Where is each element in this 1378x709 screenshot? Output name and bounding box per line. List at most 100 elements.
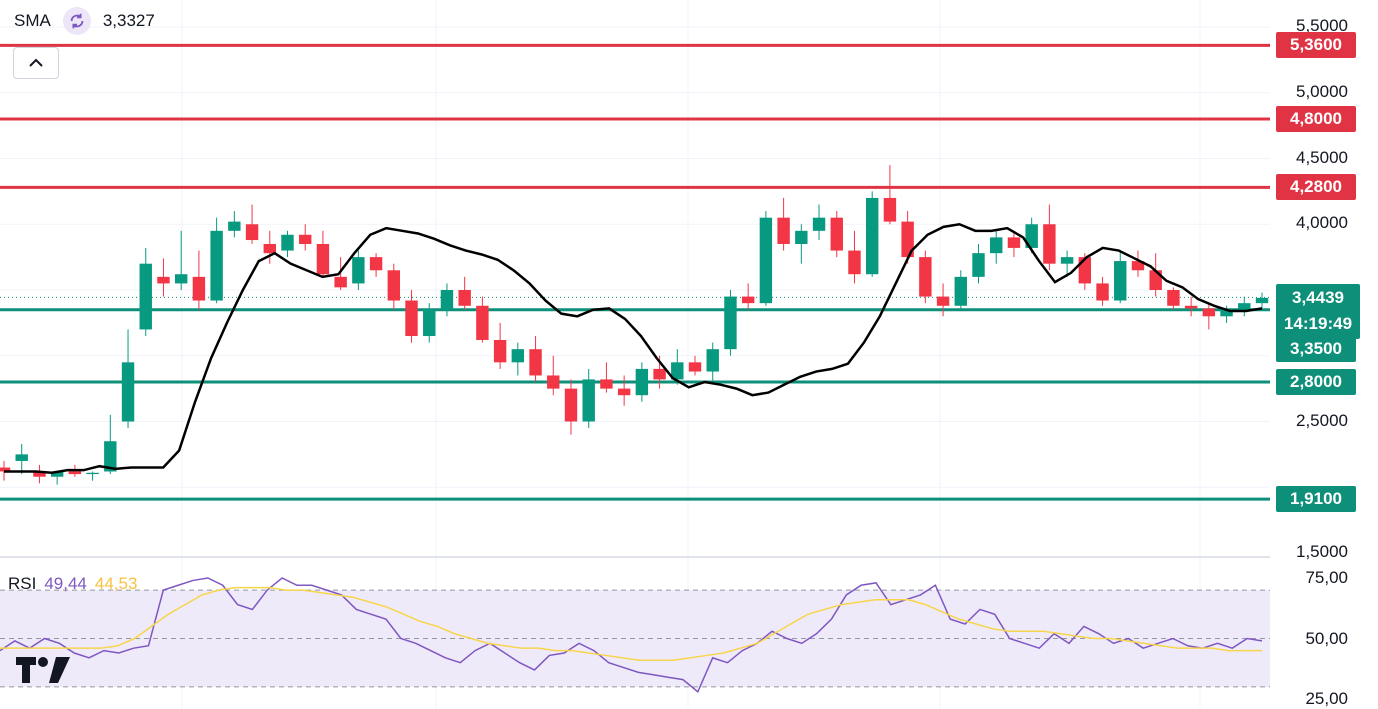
candle-body (316, 243, 330, 275)
candle-body (0, 467, 11, 472)
level-label: 4,2800 (1276, 174, 1356, 201)
rsi-tick: 25,00 (1305, 689, 1348, 708)
candle-body (299, 234, 312, 244)
candle-body (511, 349, 525, 363)
collapse-button[interactable] (13, 47, 59, 79)
rsi-legend[interactable]: RSI 49,44 44,53 (8, 574, 137, 594)
candle-body (245, 224, 259, 241)
candle-body (883, 197, 897, 222)
current-price: 3,4439 (1292, 288, 1344, 307)
candle-body (529, 349, 542, 376)
candle-body (192, 276, 206, 301)
sma-name: SMA (14, 11, 51, 30)
candle-body (741, 296, 755, 304)
candle-body (919, 257, 932, 297)
candle-body (547, 375, 560, 389)
candle-body (635, 368, 649, 396)
candle-body (617, 388, 631, 396)
candle-body (1025, 224, 1038, 248)
refresh-icon[interactable] (62, 7, 91, 35)
current-price-badge: 3,4439 14:19:49 (1276, 284, 1360, 339)
candle-body (493, 339, 507, 363)
candle-body (121, 362, 135, 422)
candle-body (1220, 309, 1233, 317)
candle-body (1202, 308, 1216, 317)
candle-body (423, 309, 436, 337)
candle-body (1255, 297, 1269, 304)
candle-body (954, 276, 967, 306)
countdown: 14:19:49 (1283, 314, 1353, 333)
candle-body (564, 388, 578, 422)
tradingview-logo-icon (16, 655, 70, 690)
candle-body (936, 296, 950, 306)
chevron-up-icon (29, 58, 43, 67)
candle-body (671, 362, 684, 380)
candle-body (210, 230, 223, 301)
candle-body (33, 471, 46, 477)
candle-body (1167, 290, 1180, 306)
candle-body (1149, 270, 1162, 290)
candle-body (1043, 224, 1056, 264)
candle-body (352, 257, 365, 284)
level-label: 4,8000 (1276, 106, 1356, 133)
level-label: 3,3500 (1276, 336, 1356, 362)
price-tick: 1,5000 (1296, 542, 1348, 561)
candle-body (812, 217, 826, 231)
candle-body (139, 263, 152, 330)
candle-body (104, 441, 117, 472)
candle-body (795, 230, 808, 244)
candle-body (706, 349, 719, 372)
candle-body (15, 454, 28, 461)
rsi-tick: 75,00 (1305, 568, 1348, 587)
sma-value: 3,3327 (102, 11, 155, 30)
candle-body (1114, 261, 1127, 301)
candle-body (334, 276, 347, 288)
candle-body (653, 368, 666, 380)
candle-body (405, 300, 418, 337)
candle-body (1184, 305, 1198, 309)
candle-body (458, 290, 471, 306)
candle-body (174, 274, 188, 284)
rsi-line (0, 577, 1263, 693)
candle-body (387, 270, 401, 301)
candle-body (228, 221, 241, 231)
candle-body (848, 250, 861, 275)
candle-body (50, 471, 64, 477)
candle-body (865, 197, 879, 275)
level-label: 1,9100 (1276, 486, 1356, 513)
sma-line (4, 222, 1263, 475)
candle-body (582, 379, 595, 422)
sma-legend[interactable]: SMA 3,3327 (14, 7, 155, 35)
price-tick: 4,0000 (1296, 213, 1348, 233)
candle-body (688, 362, 702, 372)
level-label: 2,8000 (1276, 369, 1356, 396)
price-tick: 4,5000 (1296, 147, 1348, 167)
candle-body (157, 276, 170, 284)
rsi-name: RSI (8, 574, 37, 593)
candle-body (263, 243, 276, 254)
candle-body (830, 217, 843, 251)
candle-body (86, 472, 99, 475)
candle-body (990, 237, 1003, 254)
candle-body (759, 217, 773, 304)
candle-body (440, 290, 454, 310)
candle-body (1078, 257, 1092, 284)
candle-body (1007, 237, 1021, 248)
candle-body (1096, 283, 1109, 301)
candle-body (972, 253, 985, 277)
level-label: 5,3600 (1276, 32, 1356, 59)
candle-body (901, 221, 914, 258)
candle-body (1238, 303, 1251, 310)
candle-body (281, 234, 294, 251)
candle-body (777, 217, 790, 244)
candle-body (369, 257, 383, 271)
rsi-value: 49,44 (44, 574, 87, 593)
chart-canvas (0, 0, 1270, 709)
rsi-ma-value: 44,53 (94, 574, 138, 593)
candle-body (476, 305, 489, 340)
rsi-tick: 50,00 (1305, 628, 1348, 648)
price-tick: 5,0000 (1296, 81, 1348, 101)
candle-body (68, 471, 82, 475)
candle-body (724, 296, 737, 350)
rsi-ma-line (0, 586, 1262, 662)
